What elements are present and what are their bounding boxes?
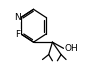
Text: OH: OH: [64, 44, 78, 53]
Text: F: F: [15, 30, 20, 39]
Text: N: N: [14, 13, 20, 22]
